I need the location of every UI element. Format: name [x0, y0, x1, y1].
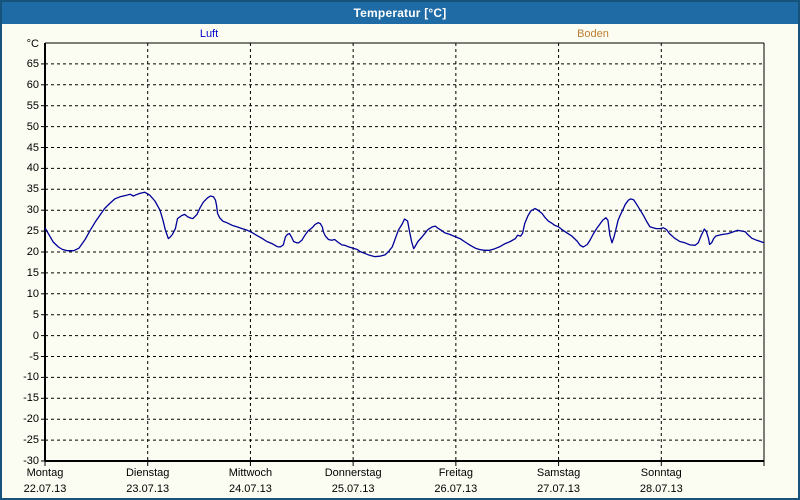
x-day-label: Freitag 26.07.13 [434, 465, 477, 497]
y-tick-label: 30 [26, 204, 39, 217]
x-date-label: 26.07.13 [434, 483, 478, 495]
x-day-label: Mittwoch 24.07.13 [229, 465, 272, 497]
legend-item-luft: Luft [199, 28, 219, 40]
y-tick-label: -25 [23, 434, 39, 447]
x-weekday-label: Mittwoch [228, 467, 273, 479]
x-date-label: 25.07.13 [331, 483, 375, 495]
x-date-label: 22.07.13 [23, 483, 67, 495]
chart-area: Luft Boden °C 65 60 55 50 45 40 35 30 25 20 15 10 5 0… [2, 24, 798, 498]
y-axis: °C 65 60 55 50 45 40 35 30 25 20 15 10 5 0 -5 -10 -15 -20… [2, 24, 39, 498]
x-date-label: 27.07.13 [537, 483, 580, 495]
x-date-label: 23.07.13 [126, 483, 170, 495]
x-day-label: Dienstag 23.07.13 [126, 465, 169, 497]
x-date-label: 24.07.13 [229, 483, 272, 495]
y-tick-label: -5 [29, 350, 39, 363]
y-tick-label: 20 [26, 246, 39, 258]
y-axis-unit-label: °C [26, 38, 39, 50]
y-tick-label: 25 [26, 225, 39, 238]
x-weekday-label: Samstag [536, 467, 581, 479]
series-line-luft [44, 191, 765, 258]
plot [41, 42, 765, 466]
x-weekday-label: Donnerstag [324, 467, 382, 479]
y-tick-label: -10 [23, 371, 39, 384]
y-tick-label: 45 [26, 141, 39, 154]
y-tick-label: 50 [26, 120, 39, 133]
window-title: Temperatur [°C] [353, 6, 447, 20]
x-day-label: Samstag 27.07.13 [537, 465, 580, 497]
x-day-label: Donnerstag 25.07.13 [325, 465, 382, 497]
y-tick-label: 35 [26, 183, 39, 196]
y-tick-label: -15 [23, 392, 39, 405]
y-tick-label: 40 [26, 162, 39, 175]
x-weekday-label: Dienstag [125, 467, 170, 479]
y-tick-label: 55 [26, 99, 39, 112]
window-titlebar: Temperatur [°C] [2, 2, 798, 24]
y-tick-label: -30 [23, 455, 39, 467]
x-weekday-label: Freitag [438, 467, 473, 479]
y-tick-label: 65 [26, 57, 39, 70]
x-day-label: Sonntag 28.07.13 [640, 465, 683, 497]
x-weekday-label: Sonntag [640, 467, 682, 479]
x-weekday-label: Montag [26, 467, 64, 479]
y-tick-label: 60 [26, 78, 39, 91]
y-tick-label: 10 [26, 287, 39, 300]
legend-item-boden: Boden [577, 28, 609, 40]
x-date-label: 28.07.13 [639, 483, 683, 495]
x-day-label: Montag 22.07.13 [24, 465, 67, 497]
y-tick-label: -20 [23, 413, 39, 426]
y-tick-label: 15 [26, 266, 39, 279]
y-tick-label: 5 [32, 308, 39, 321]
y-tick-label: 0 [32, 329, 39, 342]
